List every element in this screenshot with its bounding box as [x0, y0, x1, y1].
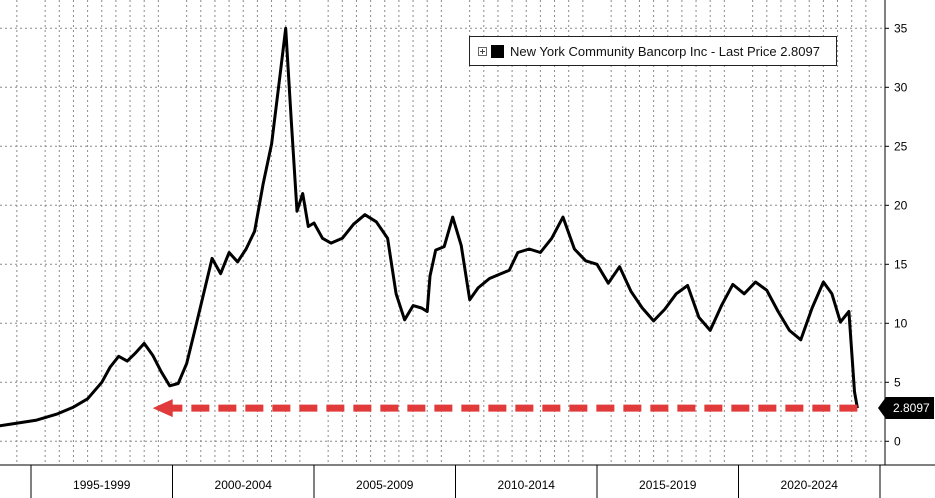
- y-tick-label: 30: [894, 80, 908, 94]
- y-tick-label: 0: [894, 434, 901, 448]
- x-tick-label: 2010-2014: [498, 478, 556, 492]
- last-price-tag: 2.8097: [878, 397, 934, 419]
- dashed-arrow-annotation: [152, 399, 858, 418]
- y-axis: 0 5 10 15 20 25 30 35: [884, 0, 908, 465]
- y-tick-label: 20: [894, 198, 908, 212]
- x-tick-label: 1995-1999: [73, 478, 131, 492]
- y-tick-label: 10: [894, 316, 908, 330]
- x-axis: 1995-1999 2000-2004 2005-2009 2010-2014 2015…: [0, 464, 935, 498]
- y-tick-label: 35: [894, 21, 908, 35]
- legend[interactable]: New York Community Bancorp Inc - Last Pr…: [469, 36, 837, 66]
- x-tick-label: 2020-2024: [781, 478, 839, 492]
- y-tick-label: 15: [894, 257, 908, 271]
- grid-lines: [0, 0, 885, 465]
- x-tick-label: 2015-2019: [639, 478, 697, 492]
- series-color-swatch: [491, 44, 504, 58]
- x-tick-label: 2000-2004: [215, 478, 273, 492]
- arrowhead-icon: [152, 399, 173, 418]
- y-tick-label: 5: [894, 375, 901, 389]
- legend-expand-icon[interactable]: [478, 46, 487, 56]
- price-series-line: [0, 26, 859, 428]
- x-tick-label: 2005-2009: [356, 478, 414, 492]
- last-price-label: 2.8097: [893, 401, 930, 415]
- legend-label: New York Community Bancorp Inc - Last Pr…: [510, 43, 820, 59]
- y-tick-label: 25: [894, 139, 908, 153]
